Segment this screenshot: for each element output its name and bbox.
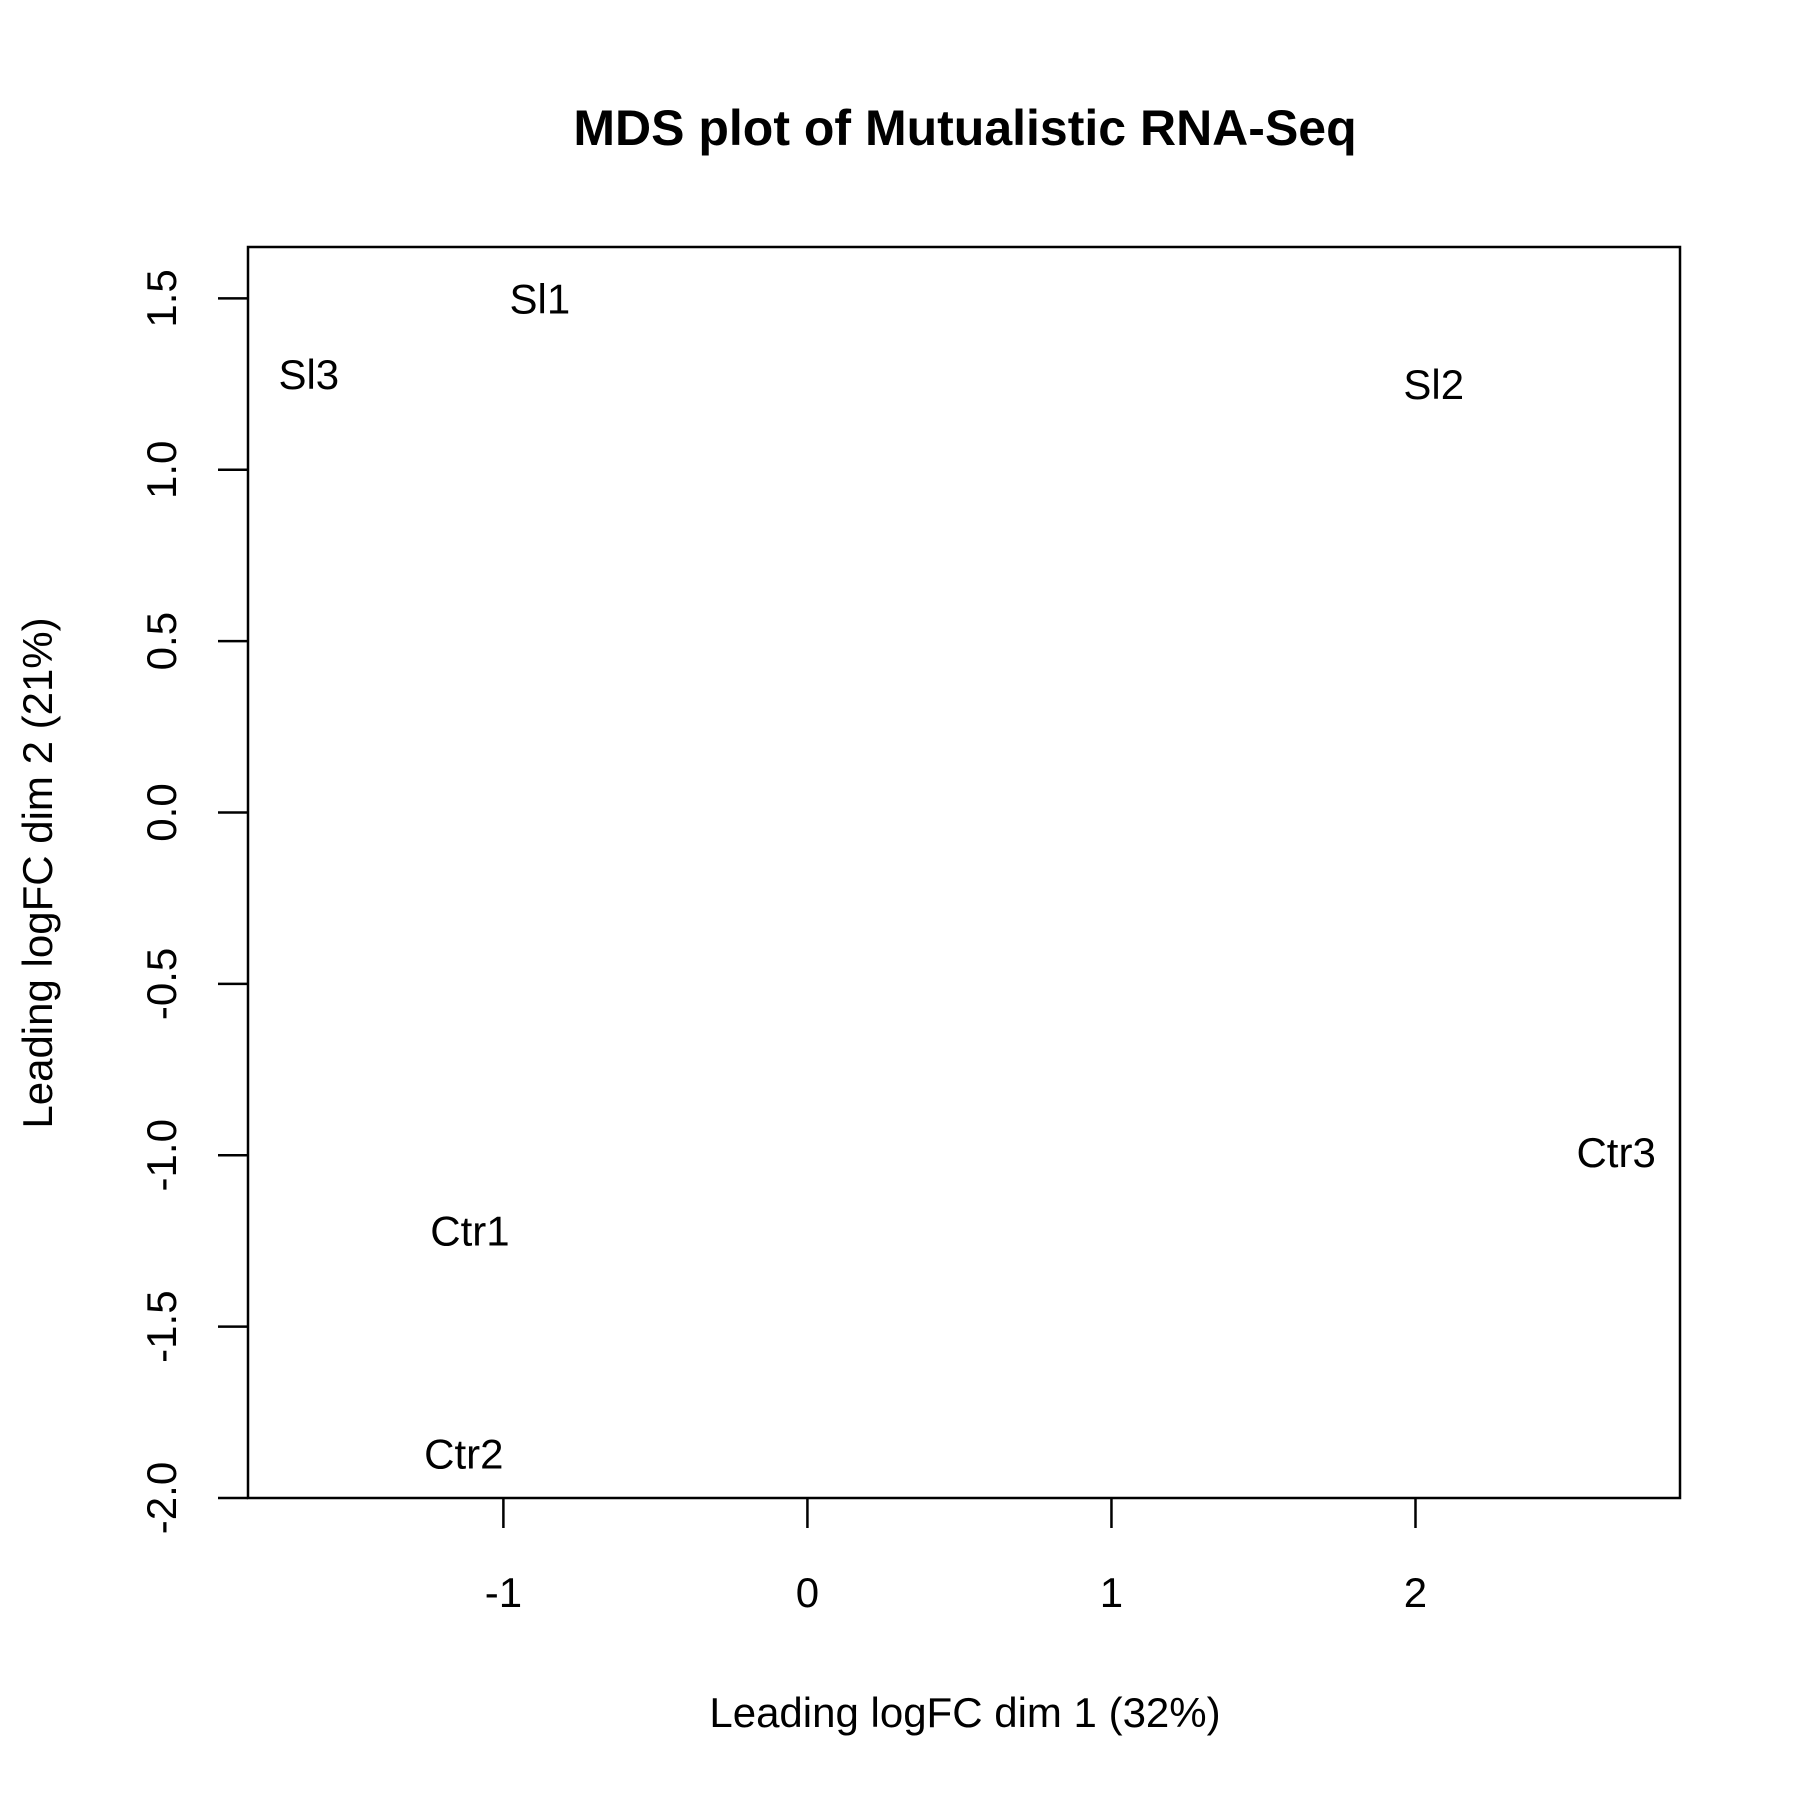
y-axis: -2.0 -1.5 -1.0 -0.5 0.0 0.5 1.0 1.5 bbox=[138, 269, 248, 1534]
y-tick-label: -2.0 bbox=[138, 1462, 185, 1534]
y-tick-label: -0.5 bbox=[138, 948, 185, 1020]
y-tick-label: 0.5 bbox=[138, 612, 185, 670]
x-tick-label: 2 bbox=[1404, 1569, 1427, 1616]
y-tick-label: 1.0 bbox=[138, 441, 185, 499]
x-tick-label: 1 bbox=[1100, 1569, 1123, 1616]
y-tick-label: 0.0 bbox=[138, 783, 185, 841]
point-label-ctr3: Ctr3 bbox=[1576, 1129, 1655, 1176]
x-tick-label: 0 bbox=[796, 1569, 819, 1616]
chart-title: MDS plot of Mutualistic RNA-Seq bbox=[573, 100, 1356, 156]
data-points: Sl1 Sl3 Sl2 Ctr3 Ctr1 Ctr2 bbox=[278, 275, 1655, 1477]
y-tick-label: -1.5 bbox=[138, 1290, 185, 1362]
y-tick-label: -1.0 bbox=[138, 1119, 185, 1191]
point-label-ctr2: Ctr2 bbox=[424, 1430, 503, 1477]
point-label-sl1: Sl1 bbox=[510, 275, 571, 322]
x-axis: -1 0 1 2 bbox=[485, 1498, 1427, 1616]
x-tick-label: -1 bbox=[485, 1569, 522, 1616]
x-axis-label: Leading logFC dim 1 (32%) bbox=[709, 1689, 1220, 1736]
y-tick-label: 1.5 bbox=[138, 269, 185, 327]
point-label-sl2: Sl2 bbox=[1403, 361, 1464, 408]
point-label-ctr1: Ctr1 bbox=[430, 1208, 509, 1255]
plot-frame bbox=[246, 245, 1682, 1500]
point-label-sl3: Sl3 bbox=[278, 351, 339, 398]
y-axis-label: Leading logFC dim 2 (21%) bbox=[14, 617, 61, 1128]
